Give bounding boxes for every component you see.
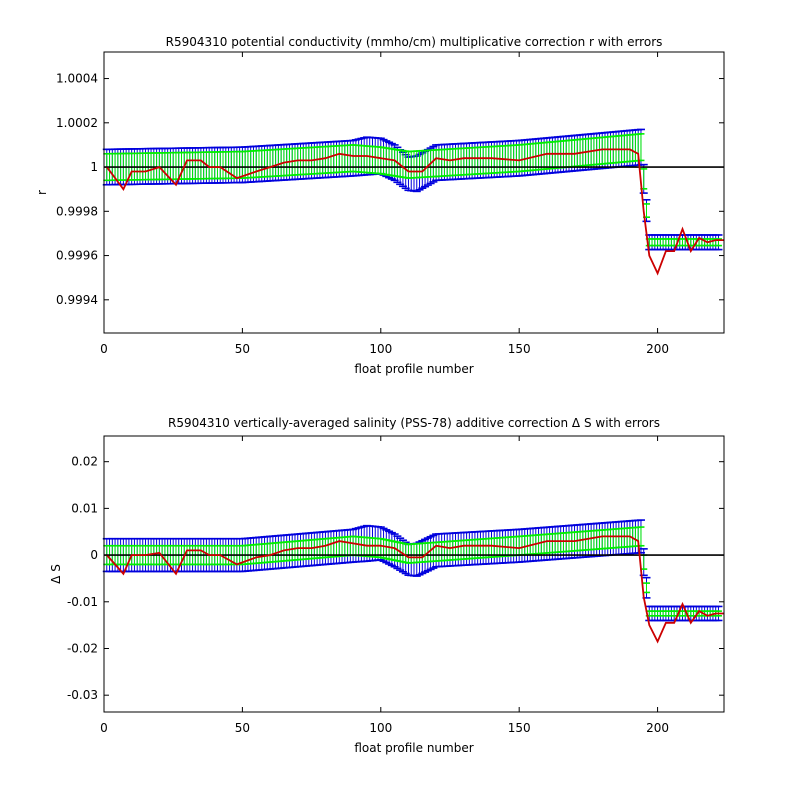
correction-series-line (106, 148, 724, 276)
y-tick-label: 1 (90, 160, 98, 174)
x-tick-label: 150 (508, 721, 531, 735)
chart-title: R5904310 vertically-averaged salinity (P… (168, 416, 660, 430)
y-tick-label: -0.03 (67, 688, 98, 702)
chart-title: R5904310 potential conductivity (mmho/cm… (166, 35, 663, 49)
x-axis-label: float profile number (354, 741, 473, 755)
error-band-green (103, 133, 722, 247)
x-tick-label: 200 (646, 342, 669, 356)
y-tick-label: 0.9996 (56, 249, 98, 263)
y-axis-label: Δ S (49, 564, 63, 584)
x-tick-label: 0 (100, 342, 108, 356)
axes-frame (103, 51, 725, 334)
axes-frame (103, 435, 725, 713)
y-axis-label: r (35, 190, 49, 195)
x-tick-label: 100 (369, 342, 392, 356)
y-tick-label: 1.0002 (56, 116, 98, 130)
y-tick-label: 0.02 (71, 455, 98, 469)
x-tick-label: 0 (100, 721, 108, 735)
y-tick-label: -0.02 (67, 641, 98, 655)
x-tick-label: 200 (646, 721, 669, 735)
correction-series-line (106, 535, 724, 644)
x-tick-label: 50 (235, 721, 250, 735)
y-tick-label: -0.01 (67, 595, 98, 609)
panel-salinity-correction: 0 50 100 150 200 -0.03 -0.02 -0.01 0 0.01 0.02 R590… (49, 416, 725, 755)
x-axis-label: float profile number (354, 362, 473, 376)
panel-r-correction: 0 50 100 150 200 0.9994 0.9996 0.9998 1 1.0002 1.0… (35, 35, 725, 376)
x-tick-label: 100 (369, 721, 392, 735)
x-tick-label: 50 (235, 342, 250, 356)
y-tick-label: 0.9998 (56, 204, 98, 218)
y-tick-label: 0 (90, 548, 98, 562)
y-tick-label: 0.9994 (56, 293, 98, 307)
x-tick-label: 150 (508, 342, 531, 356)
y-tick-label: 0.01 (71, 501, 98, 515)
y-tick-label: 1.0004 (56, 72, 98, 86)
